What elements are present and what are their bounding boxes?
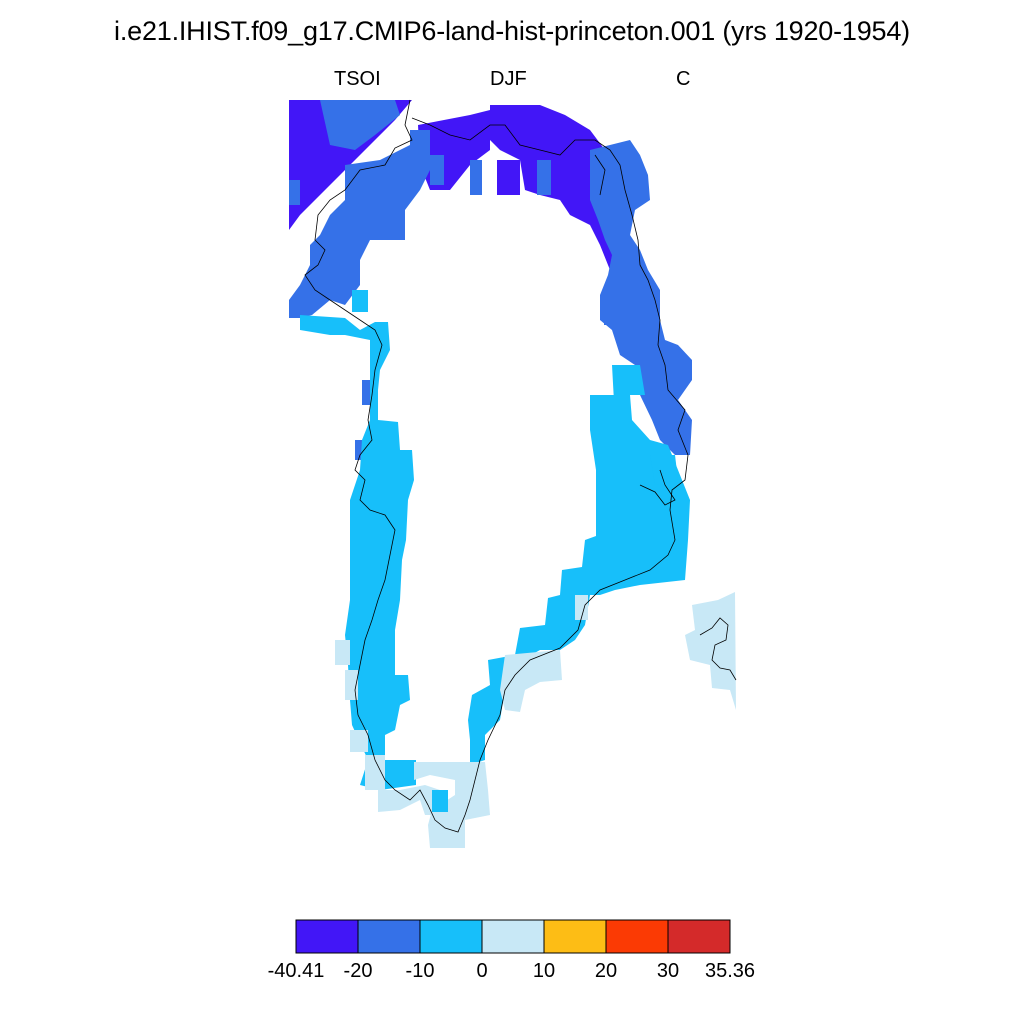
colorbar-tick-label: -10 — [405, 960, 435, 982]
colorbar-box — [419, 919, 483, 954]
colorbar-tick-label: -20 — [343, 960, 373, 982]
season-label: DJF — [490, 68, 527, 90]
colorbar-tick-label: 20 — [594, 960, 618, 982]
units-label: C — [676, 68, 691, 90]
colorbar-box — [481, 919, 545, 954]
coastline — [304, 99, 737, 833]
colorbar-tick-label: 0 — [476, 960, 488, 982]
colorbar-box — [605, 919, 669, 954]
colorbar-tick-label: -40.41 — [267, 960, 325, 982]
colorbar-tick-label: 30 — [656, 960, 680, 982]
cells-detail — [320, 155, 551, 812]
variable-label: TSOI — [334, 68, 381, 90]
colorbar-box — [667, 919, 731, 954]
colorbar-box — [543, 919, 607, 954]
colorbar-tick-label: 10 — [532, 960, 556, 982]
colorbar-box — [295, 919, 359, 954]
cells-mild — [335, 592, 736, 848]
colorbar-box — [357, 919, 421, 954]
colorbar-tick-label: 35.36 — [704, 960, 756, 982]
cells-cool — [300, 315, 690, 790]
plot-title: i.e21.IHIST.f09_g17.CMIP6-land-hist-prin… — [114, 16, 910, 46]
